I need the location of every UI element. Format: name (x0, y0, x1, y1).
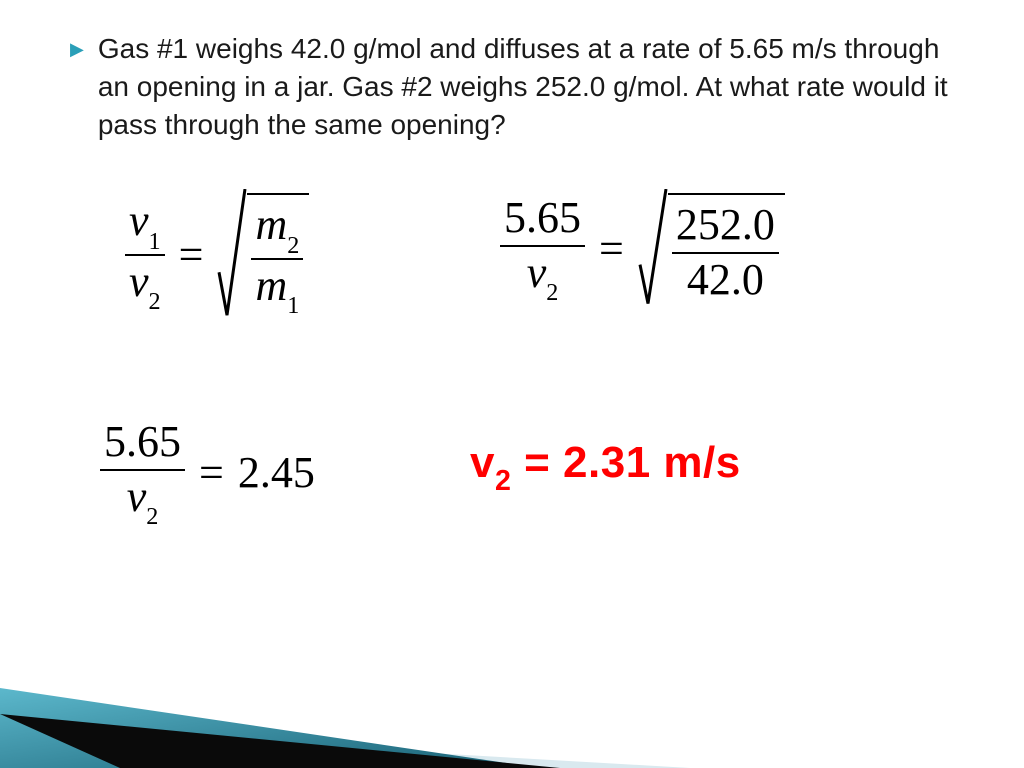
eq3-left-fraction: 5.65 v2 (100, 418, 185, 527)
equals-sign: = (599, 223, 624, 274)
eq2-right-fraction: 252.0 42.0 (672, 201, 779, 304)
slide-body: ▶ Gas #1 weighs 42.0 g/mol and diffuses … (0, 0, 1024, 768)
eq3-result: 2.45 (238, 447, 315, 498)
equation-3: 5.65 v2 = 2.45 (100, 418, 315, 527)
eq1-sqrt: m2 m1 (217, 193, 309, 316)
eq2-left-fraction: 5.65 v2 (500, 194, 585, 303)
eq1-right-fraction: m2 m1 (251, 201, 303, 316)
equation-1: v1 v2 = m2 m1 (125, 193, 309, 316)
eq2-sqrt: 252.0 42.0 (638, 193, 785, 304)
final-answer: v2 = 2.31 m/s (470, 438, 741, 495)
equals-sign: = (199, 447, 224, 498)
eq1-left-fraction: v1 v2 (125, 197, 165, 312)
problem-text: Gas #1 weighs 42.0 g/mol and diffuses at… (98, 30, 954, 143)
bullet-icon: ▶ (70, 36, 84, 63)
equals-sign: = (179, 229, 204, 280)
equation-2: 5.65 v2 = 252.0 42.0 (500, 193, 785, 304)
equation-area: v1 v2 = m2 m1 5.65 (70, 193, 954, 573)
problem-row: ▶ Gas #1 weighs 42.0 g/mol and diffuses … (70, 30, 954, 143)
